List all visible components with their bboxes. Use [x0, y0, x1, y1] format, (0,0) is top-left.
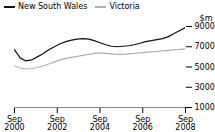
svg-text:7000: 7000 — [195, 42, 215, 51]
svg-text:1000: 1000 — [195, 103, 215, 112]
html-text:New South Wales: New South Wales — [18, 2, 88, 11]
svg-text:5000: 5000 — [195, 63, 215, 72]
svg-text:3000: 3000 — [195, 83, 215, 92]
svg-text:Sep2002: Sep2002 — [47, 115, 67, 131]
svg-text:Sep2000: Sep2000 — [4, 115, 24, 131]
svg-text:$m: $m — [200, 14, 213, 23]
svg-text:Sep2006: Sep2006 — [133, 115, 153, 131]
html-text:Victoria: Victoria — [109, 2, 140, 11]
svg-text:Sep2008: Sep2008 — [175, 115, 195, 131]
svg-text:9000: 9000 — [195, 22, 215, 31]
svg-text:Sep2004: Sep2004 — [90, 115, 110, 131]
